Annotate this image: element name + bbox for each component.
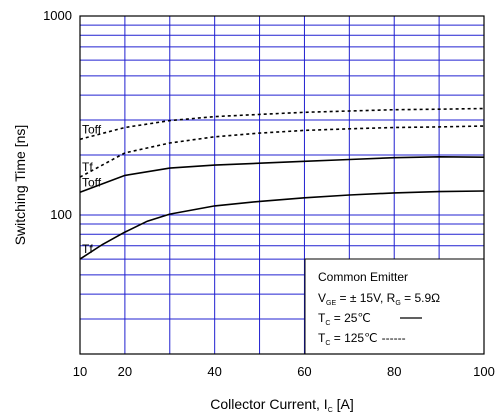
legend-box (304, 258, 485, 355)
series-line-tf-125 (79, 125, 485, 178)
curve-label-tf-25: Tf (82, 242, 93, 256)
y-axis-title: Switching Time [ns] (12, 125, 28, 246)
x-tick-label: 40 (207, 364, 221, 379)
series-line-toff-125 (79, 107, 485, 141)
y-tick-label: 100 (50, 207, 72, 222)
x-tick-label: 10 (73, 364, 87, 379)
legend: Common Emitter VGE = ± 15V, RG = 5.9Ω TC… (304, 258, 485, 355)
curve-label-tf-125: Tf (82, 160, 93, 174)
legend-tc25: TC = 25℃ (318, 311, 371, 327)
series-line-toff-25 (79, 155, 485, 194)
curve-label-toff-25: Toff (82, 175, 102, 189)
legend-title: Common Emitter (318, 270, 408, 284)
tick-labels: 10 20 40 60 80 100 100 1000 (43, 8, 495, 379)
curve-label-toff-125: Toff (82, 122, 102, 136)
x-tick-label: 20 (118, 364, 132, 379)
plot-frame (79, 15, 485, 355)
x-tick-label: 60 (297, 364, 311, 379)
legend-conditions: VGE = ± 15V, RG = 5.9Ω (318, 291, 440, 307)
y-tick-label: 1000 (43, 8, 72, 23)
x-axis-title: Collector Current, IC [A] (210, 396, 354, 414)
series-layer (79, 107, 485, 260)
legend-tc125: TC = 125℃ ------ (318, 331, 406, 347)
x-tick-label: 80 (387, 364, 401, 379)
series-line-tf-25 (79, 190, 485, 260)
x-tick-label: 100 (473, 364, 495, 379)
